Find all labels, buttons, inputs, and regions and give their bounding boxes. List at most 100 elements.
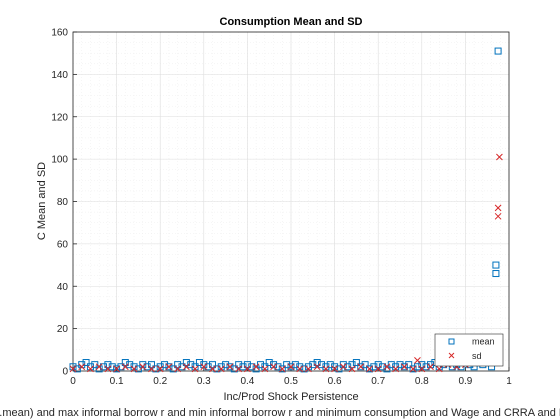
mean-point bbox=[370, 363, 378, 371]
sd-point bbox=[87, 365, 94, 373]
mean-point bbox=[300, 365, 308, 373]
mean-point bbox=[243, 361, 251, 369]
mean-point bbox=[413, 363, 421, 371]
sd-point bbox=[244, 365, 251, 373]
sd-point bbox=[104, 365, 112, 373]
sd-point bbox=[496, 153, 503, 161]
sd-point bbox=[366, 365, 373, 373]
mean-point bbox=[217, 363, 225, 371]
y-tick-label: 120 bbox=[51, 112, 68, 123]
y-tick-label: 80 bbox=[57, 197, 69, 208]
mean-point bbox=[86, 363, 94, 371]
mean-point bbox=[130, 363, 138, 371]
x-tick-label: 0.9 bbox=[458, 376, 472, 387]
x-tick-label: 0.6 bbox=[328, 376, 342, 387]
mean-point bbox=[422, 363, 430, 371]
x-tick-label: 0.7 bbox=[371, 376, 385, 387]
sd-point bbox=[235, 365, 243, 373]
sd-point bbox=[427, 363, 434, 371]
sd-point bbox=[148, 365, 155, 373]
mean-point bbox=[182, 359, 190, 367]
mean-point bbox=[318, 361, 326, 369]
mean-point bbox=[174, 361, 182, 369]
mean-point bbox=[379, 363, 387, 371]
sd-point bbox=[278, 365, 286, 373]
mean-point bbox=[78, 361, 86, 369]
sd-point bbox=[113, 365, 120, 373]
legend-sd-label: sd bbox=[472, 351, 482, 361]
mean-point bbox=[69, 363, 77, 371]
sd-point bbox=[156, 365, 164, 373]
x-axis-label: Inc/Prod Shock Persistence bbox=[223, 391, 358, 403]
mean-point bbox=[226, 363, 234, 371]
mean-point bbox=[361, 361, 369, 369]
x-tick-label: 0.5 bbox=[284, 376, 298, 387]
mean-point bbox=[100, 363, 108, 371]
sd-point bbox=[78, 363, 86, 371]
mean-point bbox=[274, 363, 282, 371]
x-tick-label: 0.3 bbox=[197, 376, 211, 387]
y-tick-label: 160 bbox=[51, 28, 68, 39]
mean-point bbox=[230, 365, 238, 373]
mean-point bbox=[409, 365, 417, 373]
sd-point bbox=[130, 365, 138, 373]
mean-point bbox=[348, 361, 356, 369]
legend-mean-marker bbox=[448, 338, 455, 345]
x-tick-label: 0.1 bbox=[110, 376, 124, 387]
mean-point bbox=[400, 363, 408, 371]
mean-point bbox=[322, 363, 330, 371]
legend-sd-marker bbox=[448, 352, 455, 359]
mean-point bbox=[222, 361, 230, 369]
mean-point bbox=[191, 363, 199, 371]
mean-point bbox=[82, 359, 90, 367]
mean-point bbox=[213, 365, 221, 373]
sd-point bbox=[217, 365, 225, 373]
mean-point bbox=[265, 359, 273, 367]
mean-point bbox=[121, 359, 129, 367]
mean-point bbox=[143, 363, 151, 371]
mean-point bbox=[108, 363, 116, 371]
mean-point bbox=[357, 363, 365, 371]
sd-point bbox=[209, 365, 216, 373]
mean-point bbox=[331, 363, 339, 371]
axis-ticks: 0 0.1 0.2 0.3 0.4 0.5 0.6 0.7 0.8 0.9 1 0 20 40 60 80 10… bbox=[51, 28, 512, 388]
sd-point bbox=[414, 357, 421, 364]
x-tick-label: 0.2 bbox=[153, 376, 167, 387]
sd-point bbox=[191, 365, 199, 373]
sd-point bbox=[139, 363, 147, 371]
mean-point bbox=[156, 363, 164, 371]
mean-point bbox=[209, 361, 217, 369]
mean-point bbox=[344, 363, 352, 371]
mean-point bbox=[91, 361, 99, 369]
mean-point bbox=[492, 261, 500, 269]
mean-point bbox=[178, 363, 186, 371]
caption: ...mean) and max informal borrow r and m… bbox=[0, 407, 560, 419]
y-tick-label: 140 bbox=[51, 70, 68, 81]
sd-point bbox=[357, 363, 365, 371]
mean-point bbox=[313, 359, 321, 367]
legend-box bbox=[434, 333, 504, 367]
sd-point bbox=[261, 365, 269, 373]
sd-point bbox=[409, 365, 417, 373]
mean-point bbox=[387, 361, 395, 369]
sd-point bbox=[418, 365, 426, 373]
y-tick-label: 20 bbox=[57, 324, 69, 335]
sd-point bbox=[435, 365, 443, 373]
mean-point bbox=[248, 363, 256, 371]
mean-point bbox=[147, 361, 155, 369]
mean-point bbox=[365, 365, 373, 373]
mean-point bbox=[235, 361, 243, 369]
sd-point bbox=[296, 365, 304, 373]
sd-point bbox=[121, 363, 129, 371]
sd-point bbox=[305, 365, 312, 373]
x-tick-label: 1 bbox=[506, 376, 512, 387]
mean-point bbox=[95, 365, 103, 373]
mean-point bbox=[104, 361, 112, 369]
x-tick-label: 0.4 bbox=[240, 376, 254, 387]
y-axis-label: C Mean and SD bbox=[36, 162, 48, 240]
mean-point bbox=[252, 365, 260, 373]
mean-point bbox=[296, 363, 304, 371]
mean-point bbox=[169, 365, 177, 373]
sd-point bbox=[374, 365, 382, 373]
sd-point bbox=[494, 204, 502, 212]
